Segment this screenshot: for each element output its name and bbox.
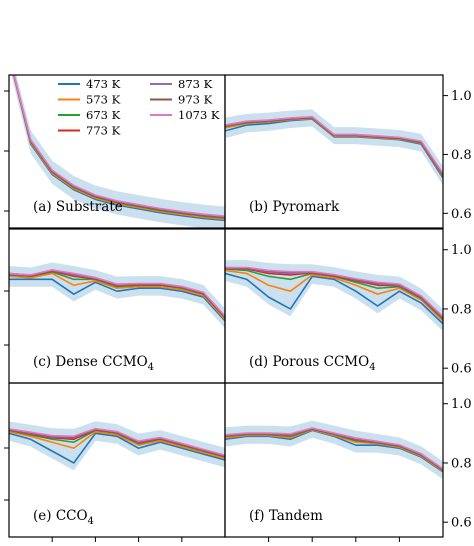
series-line-473k — [225, 272, 443, 325]
y-tick-label: 0.8 — [451, 456, 472, 471]
panel-label: (f) Tandem — [249, 508, 323, 524]
panel-frame — [224, 382, 444, 538]
y-tick-label: 1.0 — [451, 243, 472, 258]
y-tick-label: 0.8 — [451, 148, 472, 163]
legend-label: 1073 K — [178, 108, 220, 122]
panel-a: (a) Substrate — [8, 74, 226, 229]
y-tick-label: 1.0 — [451, 89, 472, 104]
panel-plot-area — [225, 109, 443, 186]
legend-label: 773 K — [86, 124, 121, 138]
legend-label: 873 K — [178, 77, 213, 91]
panel-plot-area — [9, 421, 225, 471]
legend-label: 473 K — [86, 77, 121, 91]
uncertainty-band — [11, 75, 225, 228]
panel-label: (c) Dense CCMO4 — [33, 354, 154, 373]
series-line-1073k — [9, 427, 225, 457]
panel-e: (e) CCO4 — [8, 382, 226, 542]
panel-label: (d) Porous CCMO4 — [249, 354, 376, 373]
series-line-473k — [225, 429, 443, 473]
legend-label: 573 K — [86, 93, 121, 107]
series-line-573k — [9, 431, 225, 460]
panel-label: (e) CCO4 — [33, 508, 94, 527]
panels-group: (a) Substrate 0.6 0.8 1.0 (b) Pyromark (c) De… — [4, 74, 472, 542]
series-line-573k — [9, 272, 225, 320]
legend-label: 673 K — [86, 108, 121, 122]
y-tick-label: 1.0 — [451, 397, 472, 412]
series-line-573k — [225, 428, 443, 472]
panel-label: (a) Substrate — [33, 199, 123, 215]
y-tick-label: 0.6 — [451, 362, 472, 377]
panel-frame — [224, 74, 444, 229]
y-tick-label: 0.8 — [451, 302, 472, 317]
series-line-473k — [9, 432, 225, 464]
series-line-573k — [225, 269, 443, 322]
series-line-473k — [9, 278, 225, 322]
panel-plot-area — [225, 260, 443, 332]
series-line-1073k — [9, 269, 225, 317]
panel-label: (b) Pyromark — [249, 199, 340, 215]
series-line-1073k — [225, 427, 443, 470]
series-line-1073k — [225, 266, 443, 318]
panel-plot-area — [9, 262, 225, 329]
series-line-1073k — [225, 115, 443, 175]
y-tick-label: 0.6 — [451, 516, 472, 531]
uncertainty-band — [225, 109, 443, 186]
panel-c: (c) Dense CCMO4 — [8, 228, 226, 384]
panel-b: 0.6 0.8 1.0 (b) Pyromark — [224, 74, 472, 229]
panel-d: 0.6 0.8 1.0 (d) Porous CCMO4 — [224, 228, 472, 384]
legend-label: 973 K — [178, 93, 213, 107]
panel-plot-area — [11, 75, 225, 228]
y-tick-label: 0.6 — [451, 207, 472, 222]
uncertainty-band — [9, 421, 225, 471]
panel-f: 0.6 0.8 1.0 (f) Tandem — [224, 382, 472, 542]
panel-plot-area — [225, 420, 443, 480]
series-line-1073k — [13, 75, 225, 217]
